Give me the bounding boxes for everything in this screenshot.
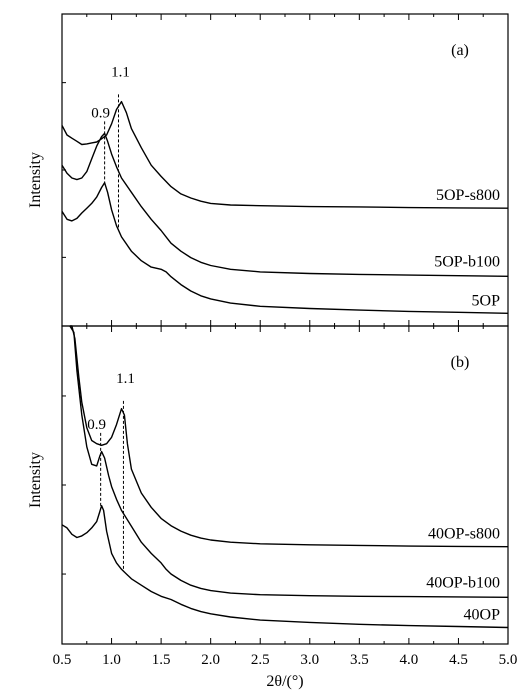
x-tick-label: 2.5 [251, 652, 270, 668]
series-line-40op [61, 505, 509, 629]
series-line-40op-b100 [69, 325, 509, 598]
peak-label: 0.9 [91, 105, 110, 121]
peak-label: 1.1 [116, 371, 135, 387]
peak-label: 1.1 [111, 64, 130, 80]
x-tick-label: 4.0 [400, 652, 419, 668]
x-axis-label: 2θ/(°) [266, 673, 303, 690]
series-label-40op-s800: 40OP-s800 [428, 526, 500, 543]
x-tick-label: 3.5 [350, 652, 369, 668]
x-tick-label: 1.0 [102, 652, 121, 668]
peak-label: 0.9 [87, 417, 106, 433]
x-tick-label: 5.0 [499, 652, 518, 668]
x-tick-label: 4.5 [449, 652, 468, 668]
series-line-40op-s800 [69, 325, 509, 548]
series-line-5op-b100 [61, 132, 509, 277]
series-label-5op-b100: 5OP-b100 [434, 253, 500, 270]
x-tick-label: 1.5 [152, 652, 171, 668]
y-axis-label-a: Intensity [27, 152, 44, 208]
series-label-40op: 40OP [464, 606, 501, 623]
panel-label-a: (a) [451, 42, 469, 59]
series-line-5op-s800 [61, 100, 509, 209]
x-tick-label: 3.0 [300, 652, 319, 668]
x-tick-label: 2.0 [201, 652, 220, 668]
series-label-40op-b100: 40OP-b100 [426, 574, 500, 591]
series-label-5op-s800: 5OP-s800 [436, 187, 500, 204]
series-label-5op: 5OP [472, 292, 501, 309]
panel-label-b: (b) [451, 354, 470, 371]
panel-a: 5OP-s800 5OP-b100 5OP 0.9 1.1 [61, 13, 509, 327]
series-line-5op [61, 182, 509, 314]
panel-b: 0.5 1.0 1.5 2.0 2.5 3.0 3.5 4.0 4.5 5.0 40OP-s800 4… [53, 325, 518, 668]
x-tick-label: 0.5 [53, 652, 72, 668]
y-axis-label-b: Intensity [27, 452, 44, 508]
